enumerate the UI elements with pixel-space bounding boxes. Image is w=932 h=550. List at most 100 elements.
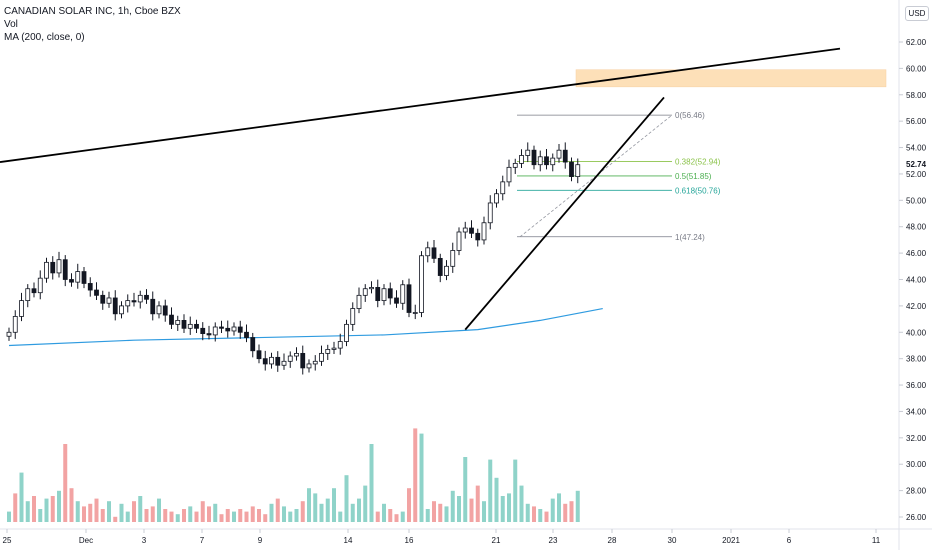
price-axis[interactable]: 62.00 60.00 58.00 56.00 54.00 52.00 50.00 48.00… bbox=[899, 38, 927, 522]
volume-bar bbox=[307, 488, 311, 522]
volume-bar bbox=[325, 498, 330, 522]
volume-bar bbox=[238, 509, 243, 522]
candle-body bbox=[525, 149, 531, 156]
volume-bar bbox=[188, 506, 193, 522]
time-tick-label: 3 bbox=[142, 536, 147, 545]
candle-body bbox=[337, 341, 343, 349]
candle-body bbox=[425, 247, 431, 257]
fib-level-label: 1(47.24) bbox=[675, 233, 705, 242]
candle-body bbox=[544, 156, 549, 166]
candle-body bbox=[100, 294, 106, 304]
fib-retracement[interactable]: 0(56.46) 0.382(52.94) 0.5(51.85) 0.618(50.7… bbox=[517, 111, 721, 242]
volume-bar bbox=[44, 498, 49, 522]
candle-body bbox=[275, 356, 281, 366]
volume-bar bbox=[394, 514, 399, 522]
candle-body bbox=[206, 333, 212, 336]
candle-body bbox=[531, 149, 537, 166]
volume-bar bbox=[532, 506, 536, 522]
candle-body bbox=[369, 287, 374, 290]
volume-bar bbox=[382, 503, 386, 522]
volume-bar bbox=[538, 509, 543, 522]
candle-body bbox=[150, 298, 156, 315]
volume-bar bbox=[25, 501, 30, 522]
volume-bar bbox=[432, 501, 436, 522]
volume-bar bbox=[500, 496, 505, 522]
time-tick-label: 2021 bbox=[722, 536, 740, 545]
volume-bar bbox=[407, 488, 411, 522]
candle-body bbox=[431, 247, 437, 259]
volume-bar bbox=[438, 503, 443, 522]
volume-bar bbox=[338, 511, 343, 522]
volume-bar bbox=[344, 475, 349, 522]
volume-bar bbox=[444, 506, 449, 522]
volume-bar bbox=[475, 485, 480, 522]
price-tick-label: 48.00 bbox=[906, 223, 927, 232]
time-tick-label: 11 bbox=[872, 536, 881, 545]
price-tick-label: 56.00 bbox=[906, 117, 927, 126]
candle-body bbox=[569, 161, 574, 177]
volume-bar bbox=[463, 457, 468, 522]
time-tick-label: 16 bbox=[405, 536, 414, 545]
candle-body bbox=[269, 356, 274, 365]
volume-bar bbox=[232, 511, 236, 522]
candle-body bbox=[406, 284, 412, 313]
volume-bar bbox=[544, 511, 549, 522]
volume-bar bbox=[113, 516, 118, 522]
candlesticks bbox=[6, 142, 581, 375]
price-tick-label: 38.00 bbox=[906, 355, 927, 364]
volume-bar bbox=[450, 490, 455, 522]
time-tick-label: 14 bbox=[344, 536, 353, 545]
last-price-label: 52.74 bbox=[906, 160, 927, 169]
volume-bar bbox=[119, 503, 124, 522]
candle-body bbox=[231, 326, 237, 332]
candle-body bbox=[125, 300, 131, 307]
volume-bar bbox=[13, 493, 18, 522]
volume-bar bbox=[569, 501, 574, 522]
volume-bar bbox=[482, 501, 486, 522]
candle-body bbox=[362, 288, 368, 296]
candle-body bbox=[412, 312, 418, 314]
candle-body bbox=[500, 181, 506, 195]
price-tick-label: 32.00 bbox=[906, 434, 927, 443]
ma-legend[interactable]: MA (200, close, 0) bbox=[4, 32, 85, 43]
candle-body bbox=[50, 261, 56, 274]
fib-level-label: 0.5(51.85) bbox=[675, 172, 712, 181]
candle-body bbox=[31, 288, 37, 294]
time-tick-label: 25 bbox=[3, 536, 12, 545]
candle-body bbox=[419, 255, 424, 313]
time-tick-label: 9 bbox=[258, 536, 263, 545]
candle-body bbox=[512, 162, 518, 168]
volume-bar bbox=[125, 511, 130, 522]
candle-body bbox=[487, 202, 493, 224]
trendlines[interactable] bbox=[0, 47, 841, 331]
candle-body bbox=[437, 257, 443, 276]
candle-body bbox=[237, 326, 243, 333]
volume-bar bbox=[575, 490, 580, 522]
volume-bar bbox=[282, 506, 286, 522]
volume-legend[interactable]: Vol bbox=[4, 19, 18, 30]
time-tick-label: 28 bbox=[608, 536, 617, 545]
time-axis[interactable]: 25 Dec 3 7 9 14 16 21 23 28 30 2021 6 11 bbox=[3, 529, 881, 545]
candle-body bbox=[394, 297, 399, 304]
volume-bar bbox=[107, 501, 111, 522]
volume-bar bbox=[132, 501, 136, 522]
chart-legend: CANADIAN SOLAR INC, 1h, Cboe BZX Vol MA … bbox=[4, 5, 181, 44]
candle-body bbox=[300, 352, 306, 369]
candle-body bbox=[331, 347, 337, 350]
volume-bar bbox=[38, 509, 43, 522]
price-tick-label: 54.00 bbox=[906, 144, 927, 153]
volume-bar bbox=[313, 493, 318, 522]
currency-badge[interactable]: USD bbox=[905, 6, 929, 21]
candle-body bbox=[44, 261, 49, 279]
candle-body bbox=[37, 277, 43, 294]
time-tick-label: 30 bbox=[668, 536, 677, 545]
volume-bar bbox=[163, 509, 168, 522]
candle-body bbox=[475, 232, 481, 241]
price-tick-label: 40.00 bbox=[906, 328, 927, 337]
candle-body bbox=[12, 316, 18, 333]
volume-bar bbox=[457, 496, 461, 522]
price-tick-label: 34.00 bbox=[906, 407, 927, 416]
symbol-title[interactable]: CANADIAN SOLAR INC, 1h, Cboe BZX bbox=[4, 6, 181, 17]
price-tick-label: 46.00 bbox=[906, 249, 927, 258]
